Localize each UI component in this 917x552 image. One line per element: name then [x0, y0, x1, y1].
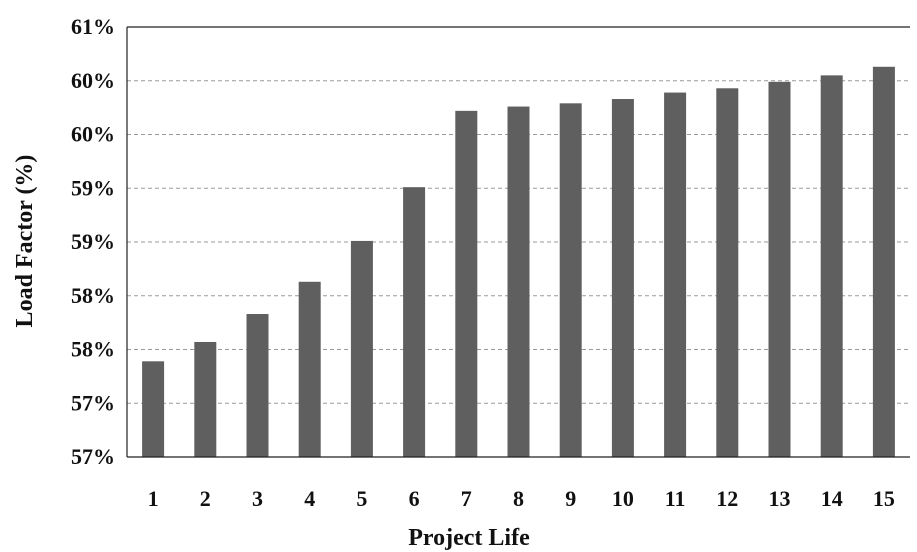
- bar: [507, 106, 530, 458]
- bar: [559, 103, 582, 457]
- x-tick-label: 8: [513, 486, 524, 511]
- x-tick-label: 7: [461, 486, 472, 511]
- y-tick-label: 58%: [71, 337, 115, 362]
- bar: [298, 281, 321, 457]
- y-tick-labels: 57% 57% 58% 58% 59% 59% 60% 60% 61%: [71, 14, 115, 469]
- x-tick-label: 6: [409, 486, 420, 511]
- x-tick-label: 10: [612, 486, 634, 511]
- bar: [716, 88, 739, 458]
- x-tick-label: 4: [304, 486, 315, 511]
- x-tick-labels: 1 2 3 4 5 6 7 8 9 10 11 12 13 14 15: [148, 486, 895, 511]
- bar: [350, 240, 373, 457]
- x-tick-label: 14: [821, 486, 843, 511]
- bar: [246, 314, 269, 457]
- y-tick-label: 61%: [71, 14, 115, 39]
- bar: [820, 75, 843, 457]
- bar: [403, 187, 426, 458]
- x-tick-label: 3: [252, 486, 263, 511]
- bar: [142, 361, 165, 457]
- y-tick-label: 60%: [71, 68, 115, 93]
- bar: [455, 110, 478, 457]
- y-tick-label: 60%: [71, 122, 115, 147]
- x-tick-label: 9: [565, 486, 576, 511]
- y-tick-label: 57%: [71, 444, 115, 469]
- x-tick-label: 5: [356, 486, 367, 511]
- y-tick-label: 58%: [71, 283, 115, 308]
- bar: [611, 99, 634, 458]
- x-tick-label: 1: [148, 486, 159, 511]
- x-tick-label: 12: [716, 486, 738, 511]
- x-tick-label: 15: [873, 486, 895, 511]
- bar: [768, 81, 791, 457]
- y-tick-label: 59%: [71, 229, 115, 254]
- bar: [664, 92, 687, 457]
- bars: [142, 66, 895, 458]
- y-tick-label: 59%: [71, 175, 115, 200]
- x-tick-label: 13: [769, 486, 791, 511]
- axes: [126, 27, 910, 458]
- x-tick-label: 2: [200, 486, 211, 511]
- y-tick-label: 57%: [71, 390, 115, 415]
- x-tick-label: 11: [665, 486, 686, 511]
- bar: [194, 341, 217, 457]
- y-axis-title: Load Factor (%): [12, 155, 38, 328]
- x-axis-title: Project Life: [408, 525, 530, 551]
- bar: [872, 66, 895, 458]
